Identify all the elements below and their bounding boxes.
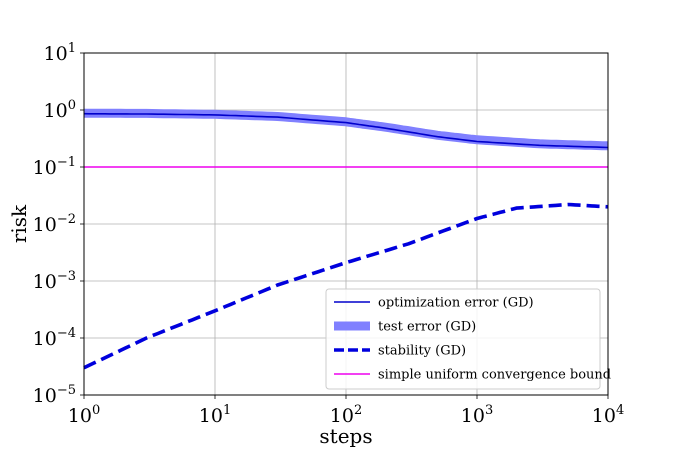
legend-label: stability (GD) [378, 344, 466, 359]
y-tick-label: 100 [44, 98, 76, 122]
legend-label: optimization error (GD) [378, 296, 534, 311]
x-tick-label: 104 [592, 403, 624, 427]
legend-label: test error (GD) [378, 320, 476, 335]
series-lines [83, 108, 609, 370]
legend-label: simple uniform convergence bound [378, 368, 611, 383]
legend-box [325, 288, 601, 390]
y-tick-label: 10−2 [33, 212, 76, 236]
y-tick-label: 10−4 [33, 326, 76, 350]
x-tick-label: 103 [461, 403, 493, 427]
axis-ticks: 100 101 102 103 104 101 100 10−1 10−2 10−3 10−4 10−… [33, 41, 625, 427]
y-axis-title: risk [7, 204, 31, 243]
x-tick-label: 102 [330, 403, 362, 427]
legend: optimization error (GD) test error (GD) st… [325, 288, 611, 390]
y-tick-label: 10−3 [33, 269, 76, 293]
y-tick-label: 10−1 [33, 155, 76, 179]
x-axis-title: steps [319, 424, 372, 448]
series-line-stability-gd [83, 202, 609, 370]
series-line-optimization-error-gd [83, 112, 609, 149]
y-tick-label: 10−5 [33, 383, 76, 407]
x-tick-label: 100 [68, 403, 100, 427]
y-tick-label: 101 [44, 41, 76, 65]
x-tick-label: 101 [199, 403, 231, 427]
